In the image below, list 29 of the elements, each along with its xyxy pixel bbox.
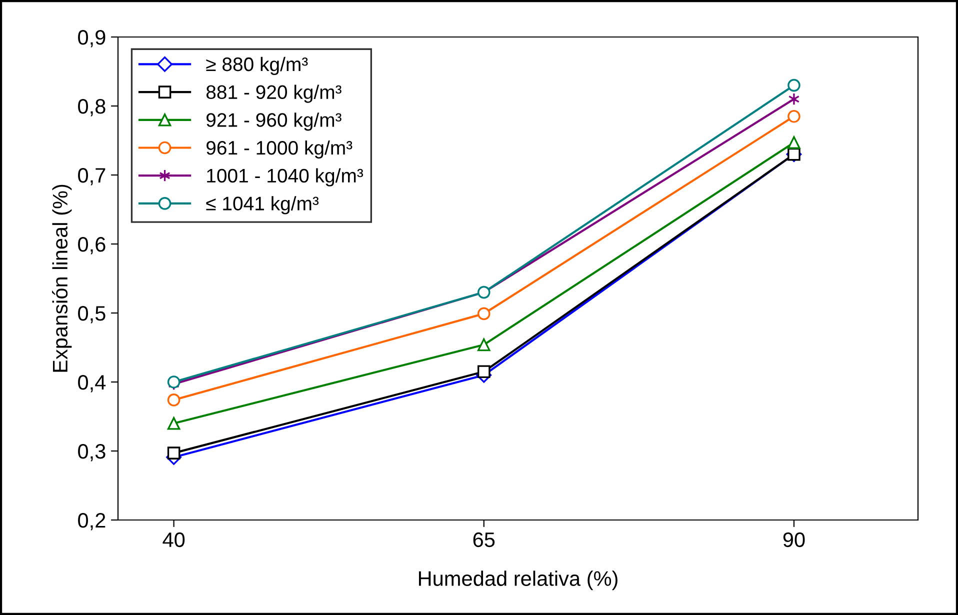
point: [167, 394, 180, 406]
y-tick-label: 0,3: [78, 444, 106, 462]
y-tick-label: 0,4: [78, 375, 106, 392]
y-tick-label: 0,6: [78, 237, 106, 254]
legend-label: 921 - 960 kg/m³: [206, 112, 342, 131]
point: [167, 446, 180, 460]
legend-label: 961 - 1000 kg/m³: [206, 140, 352, 159]
point: [788, 110, 800, 123]
point: [788, 136, 800, 149]
y-tick-label: 0,9: [78, 30, 106, 48]
legend-label: ≥ 880 kg/m³: [206, 56, 308, 76]
y-tick-label: 0,7: [78, 168, 106, 186]
y-tick-label: 0,8: [78, 99, 106, 116]
point: [478, 338, 490, 352]
legend-label: 1001 - 1040 kg/m³: [207, 168, 364, 186]
y-tick-label: 0,2: [78, 513, 106, 530]
x-tick-label: 65: [473, 532, 495, 548]
y-tick-label: 0,5: [78, 306, 106, 324]
point: [167, 417, 180, 430]
x-tick-label: 90: [783, 532, 805, 548]
point: [788, 78, 800, 92]
legend-label: 881 - 920 kg/m³: [206, 84, 342, 103]
legend-label: ≤ 1041 kg/m³: [206, 196, 319, 214]
x-axis-title: Humedad relativa (%): [418, 570, 618, 590]
y-axis-title: Expansión lineal (%): [52, 184, 72, 372]
point: [478, 307, 490, 320]
point: [478, 365, 490, 378]
point: [788, 92, 800, 106]
x-tick-label: 40: [162, 532, 185, 548]
